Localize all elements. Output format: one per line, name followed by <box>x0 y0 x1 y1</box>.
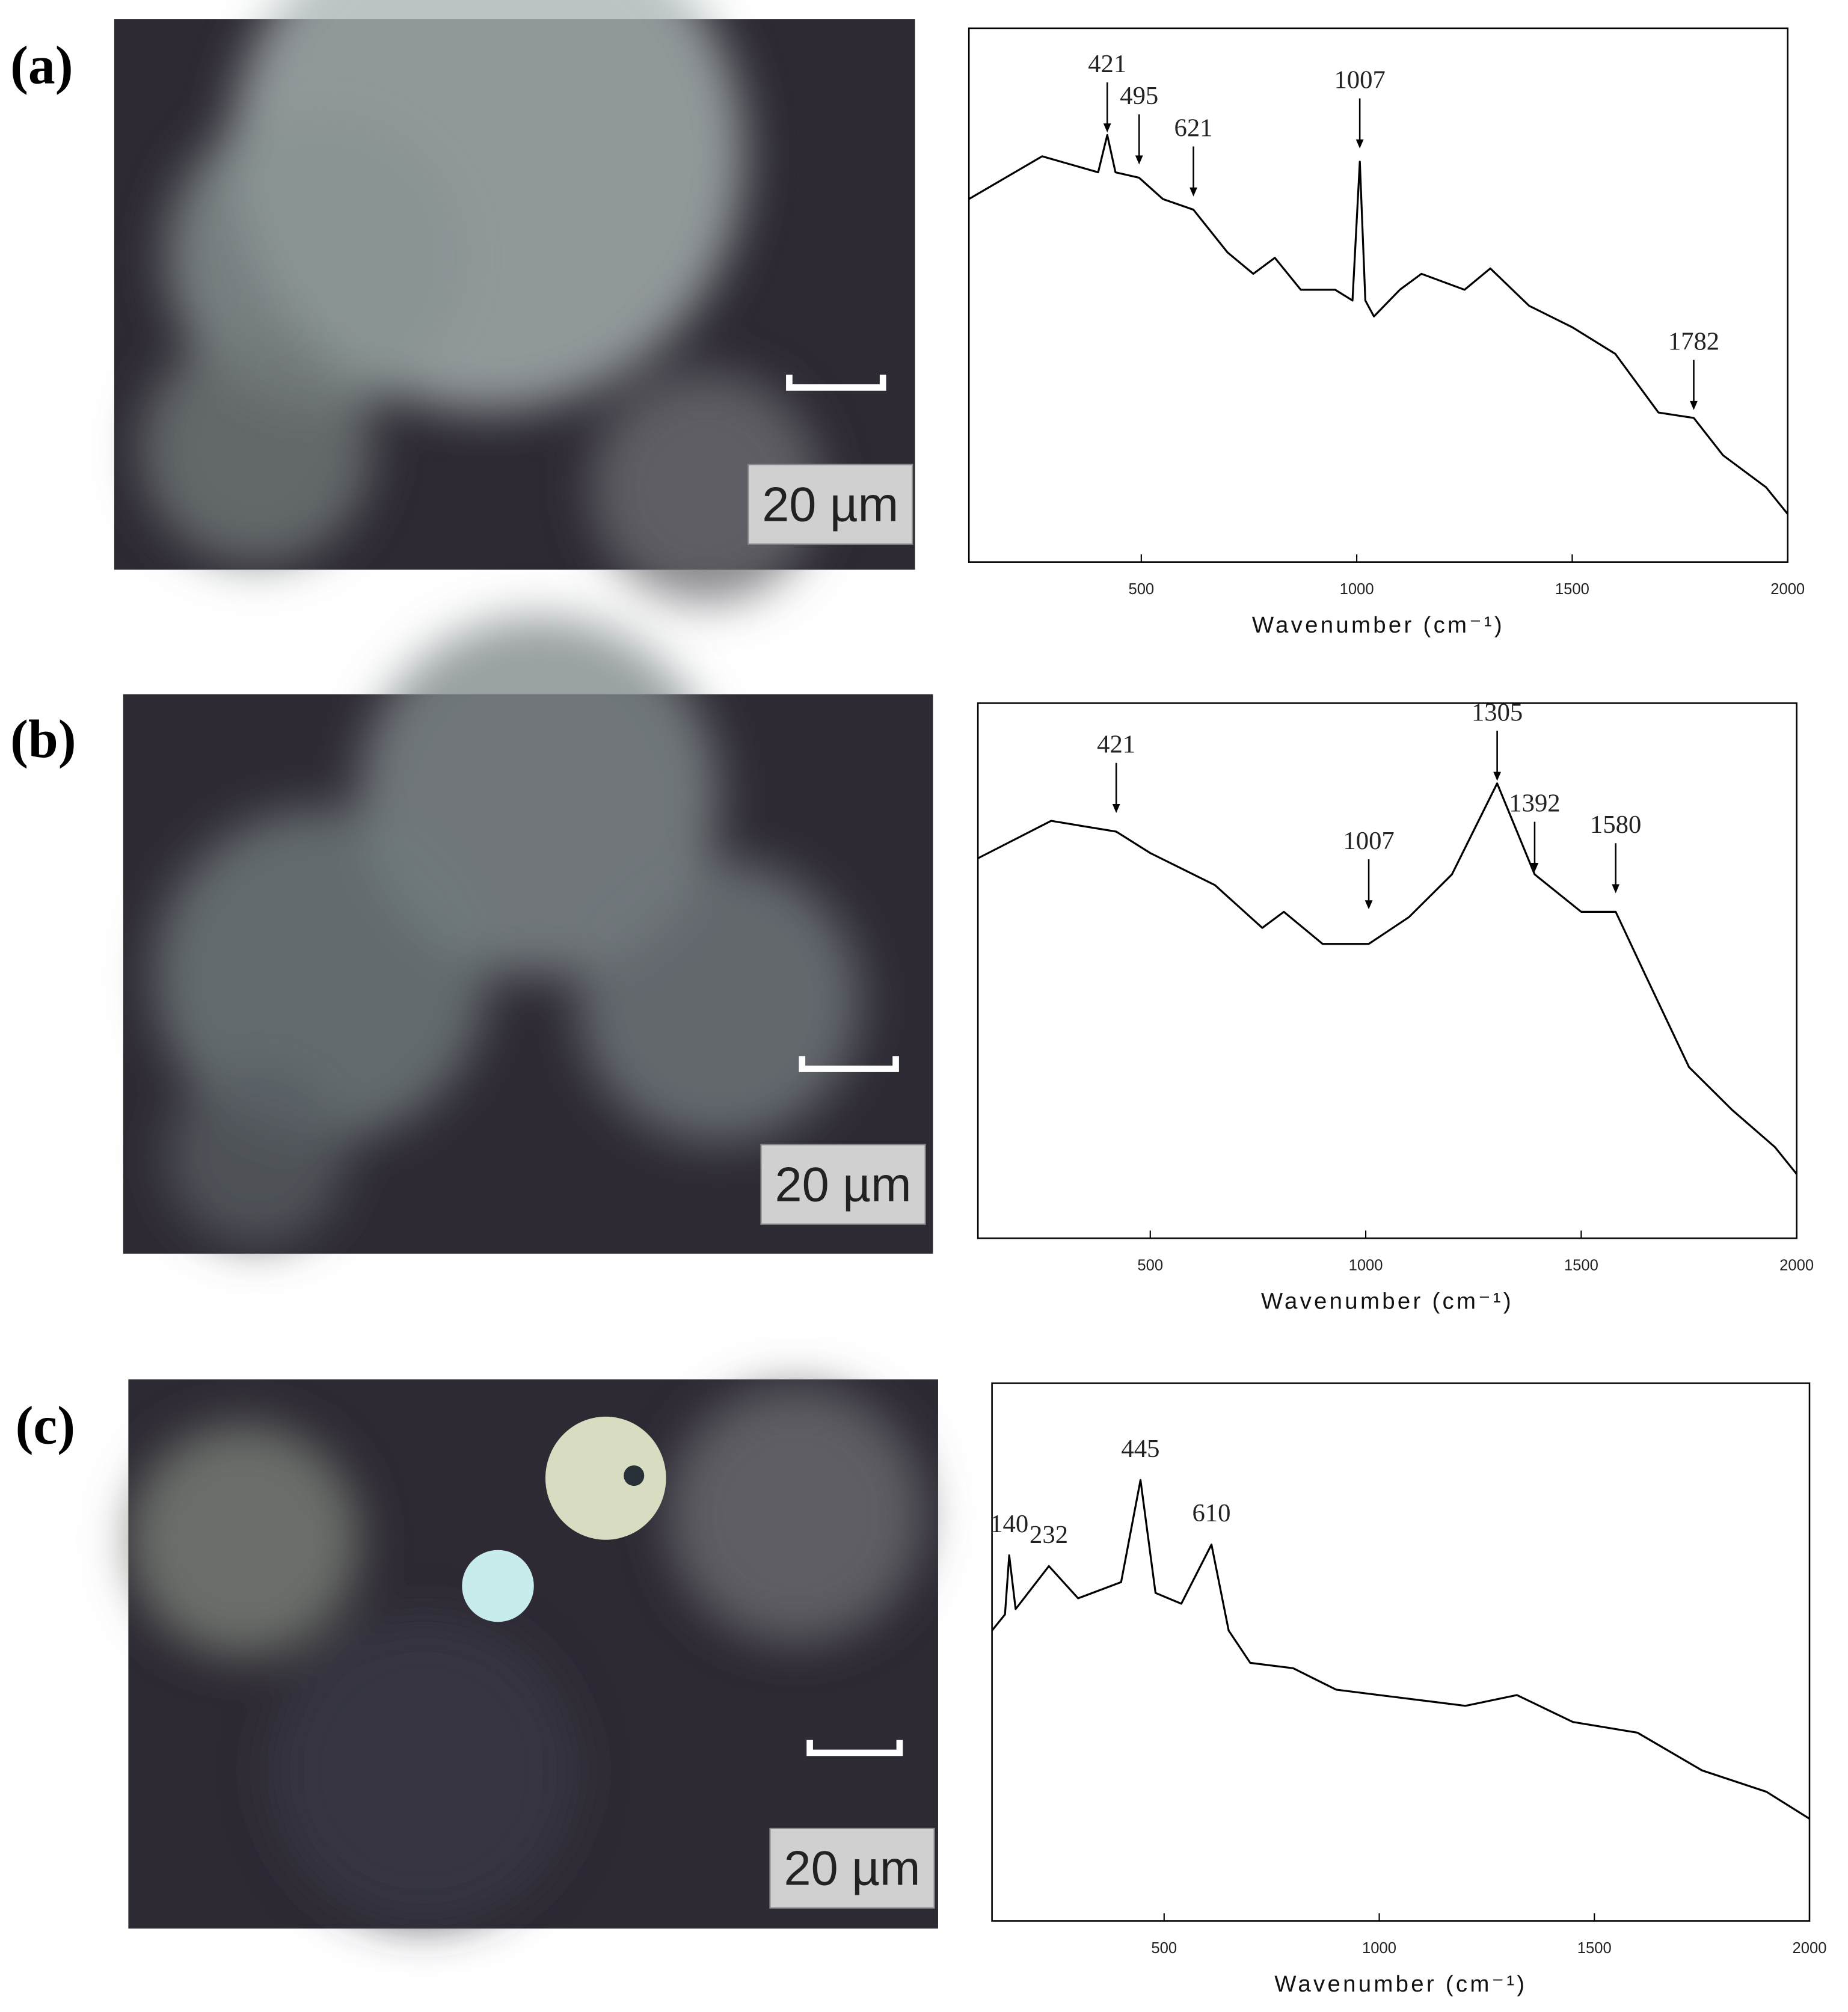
peak-label: 1580 <box>1590 811 1641 839</box>
spectrum-line <box>977 782 1797 1175</box>
texture-blob <box>667 1385 924 1643</box>
x-tick-label: 500 <box>1137 1257 1163 1274</box>
peak-arrowhead <box>1112 804 1120 813</box>
peak-label: 610 <box>1192 1499 1230 1527</box>
scale-bar-box <box>747 464 913 545</box>
peak-label: 445 <box>1121 1435 1159 1463</box>
scale-bar-label: 20 µm <box>775 1158 912 1212</box>
texture-blob <box>577 859 860 1142</box>
scale-bar <box>799 1056 899 1072</box>
texture-blob <box>167 1065 347 1245</box>
peak-label: 621 <box>1174 114 1213 142</box>
x-tick-label: 1000 <box>1340 581 1374 598</box>
plot-frame <box>977 702 1797 1239</box>
x-tick-label: 500 <box>1151 1940 1177 1957</box>
plot-frame <box>991 1382 1811 1922</box>
peak-arrowhead <box>1190 187 1197 197</box>
scale-bar-box <box>769 1827 935 1909</box>
peak-label: 1007 <box>1343 827 1394 855</box>
peak-arrowhead <box>1690 400 1698 410</box>
spectrum-line <box>991 1479 1810 1820</box>
panel-label: (c) <box>16 1396 75 1456</box>
x-axis-label: Wavenumber (cm⁻¹) <box>1274 1971 1527 1997</box>
x-tick-label: 1500 <box>1577 1940 1612 1957</box>
x-axis-label: Wavenumber (cm⁻¹) <box>1252 612 1505 638</box>
micrograph-texture <box>128 1385 924 1925</box>
peak-arrowhead <box>1355 139 1364 149</box>
x-axis-label: Wavenumber (cm⁻¹) <box>1261 1289 1514 1314</box>
peak-label: 421 <box>1088 50 1126 78</box>
panel-label: (b) <box>10 710 76 769</box>
texture-blob <box>590 372 821 603</box>
particle <box>545 1416 666 1540</box>
x-tick-label: 1500 <box>1555 581 1589 598</box>
peak-label: 232 <box>1030 1521 1068 1549</box>
texture-blob <box>269 1616 578 1925</box>
x-tick-label: 1000 <box>1362 1940 1396 1957</box>
texture-blob <box>167 102 475 411</box>
scale-bar-box <box>760 1144 926 1225</box>
peak-label: 495 <box>1120 82 1158 110</box>
scale-bar <box>786 375 886 391</box>
micrograph-texture <box>141 0 821 603</box>
scale-bar <box>806 1740 903 1756</box>
peak-arrowhead <box>1135 155 1143 165</box>
peak-arrowhead <box>1612 884 1620 894</box>
peak-arrowhead <box>1103 123 1111 133</box>
peak-label: 1782 <box>1668 328 1719 356</box>
scale-bar-label: 20 µm <box>762 477 898 532</box>
texture-blob <box>128 1424 360 1655</box>
panel-label: (a) <box>10 36 73 96</box>
peak-label: 1305 <box>1472 698 1523 726</box>
plot-frame <box>968 27 1788 563</box>
peak-arrowhead <box>1530 862 1539 872</box>
x-tick-label: 1500 <box>1564 1257 1598 1274</box>
peak-label: 1392 <box>1509 790 1560 818</box>
micrograph-texture <box>154 616 860 1245</box>
x-tick-label: 2000 <box>1770 581 1805 598</box>
peak-arrowhead <box>1493 771 1502 781</box>
peak-label: 1007 <box>1334 66 1385 94</box>
x-tick-label: 2000 <box>1793 1940 1827 1957</box>
peak-label: 140 <box>990 1510 1028 1538</box>
particle-core <box>624 1465 645 1486</box>
texture-blob <box>141 333 372 565</box>
peak-label: 421 <box>1097 731 1135 759</box>
particle <box>462 1550 534 1622</box>
x-tick-label: 500 <box>1128 581 1154 598</box>
scale-bar-label: 20 µm <box>784 1842 921 1896</box>
x-tick-label: 1000 <box>1349 1257 1383 1274</box>
texture-blob <box>154 808 488 1142</box>
spectrum-line <box>968 133 1788 515</box>
x-tick-label: 2000 <box>1779 1257 1814 1274</box>
peak-arrowhead <box>1365 900 1373 910</box>
